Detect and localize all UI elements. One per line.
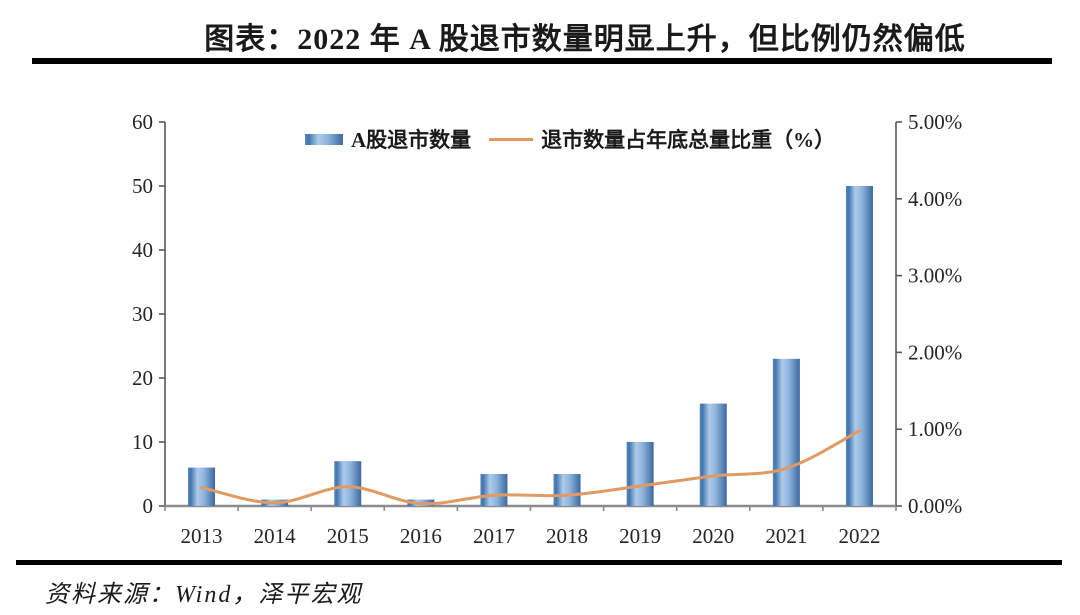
- right-axis-tick-label: 5.00%: [908, 110, 962, 134]
- x-axis-label-2020: 2020: [692, 524, 734, 548]
- left-axis-tick-label: 50: [132, 174, 153, 198]
- left-axis-tick-label: 0: [143, 494, 154, 518]
- right-axis-tick-label: 1.00%: [908, 417, 962, 441]
- left-axis-tick-label: 30: [132, 302, 153, 326]
- bar-2015: [334, 461, 362, 506]
- x-axis-label-2013: 2013: [181, 524, 223, 548]
- x-axis-label-2016: 2016: [400, 524, 442, 548]
- page-title: 图表：2022 年 A 股退市数量明显上升，但比例仍然偏低: [204, 23, 966, 56]
- x-axis-label-2014: 2014: [254, 524, 297, 548]
- x-axis-label-2019: 2019: [619, 524, 661, 548]
- right-axis-tick-label: 4.00%: [908, 187, 962, 211]
- legend-label-line: 退市数量占年底总量比重（%）: [541, 128, 836, 152]
- left-axis-tick-label: 10: [132, 430, 153, 454]
- title-divider: [32, 58, 1052, 64]
- right-axis-tick-label: 2.00%: [908, 340, 962, 364]
- bar-2020: [699, 403, 727, 506]
- x-axis-label-2022: 2022: [838, 524, 880, 548]
- legend-item-line: 退市数量占年底总量比重（%）: [489, 124, 835, 154]
- x-axis-label-2021: 2021: [765, 524, 807, 548]
- chart-legend: A股退市数量 退市数量占年底总量比重（%）: [305, 124, 835, 154]
- left-axis-tick-label: 60: [132, 110, 153, 134]
- bar-2021: [772, 358, 800, 506]
- left-axis-tick-label: 40: [132, 238, 153, 262]
- x-axis-label-2017: 2017: [473, 524, 515, 548]
- legend-item-bars: A股退市数量: [305, 124, 471, 154]
- bottom-divider: [16, 560, 1062, 565]
- left-axis-tick-label: 20: [132, 366, 153, 390]
- right-axis-tick-label: 0.00%: [908, 494, 962, 518]
- source-note: 资料来源：Wind，泽平宏观: [45, 582, 363, 608]
- right-axis-tick-label: 3.00%: [908, 264, 962, 288]
- bar-2018: [553, 474, 581, 506]
- line-series-swatch: [489, 137, 534, 141]
- bar-2017: [480, 474, 508, 506]
- x-axis-label-2015: 2015: [327, 524, 369, 548]
- x-axis-label-2018: 2018: [546, 524, 588, 548]
- legend-label-bars: A股退市数量: [351, 128, 472, 152]
- bar-series-swatch: [305, 133, 343, 145]
- bar-2022: [845, 186, 873, 506]
- bar-2019: [626, 442, 654, 506]
- trend-line: [200, 429, 861, 506]
